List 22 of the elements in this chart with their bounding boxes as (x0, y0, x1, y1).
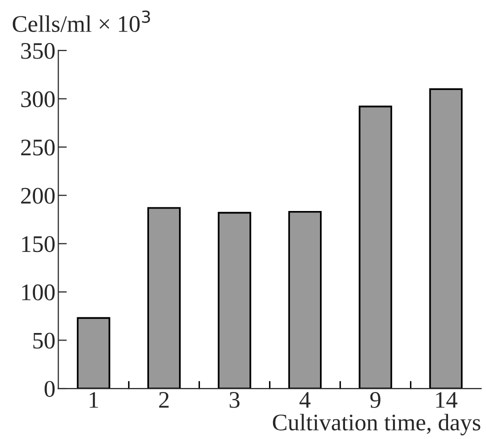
y-tick-label: 350 (21, 42, 55, 59)
bar (218, 212, 252, 389)
x-tick-label: 3 (230, 392, 240, 408)
x-tick-label: 1 (90, 392, 98, 408)
y-tick-label: 150 (22, 236, 55, 252)
x-tick-label: 4 (300, 392, 310, 408)
bar (358, 106, 392, 389)
bar (429, 88, 463, 389)
y-tick-label: 50 (33, 332, 55, 349)
x-tick-label: 14 (436, 392, 458, 408)
y-axis-title: Cells/ml × 10$^{3}$ (12, 10, 150, 32)
bar (147, 207, 181, 389)
bar (76, 317, 110, 389)
x-tick-label: 9 (370, 392, 380, 408)
y-tick-label: 200 (21, 188, 55, 204)
bar (288, 210, 322, 389)
y-tick-label: 0 (44, 381, 55, 397)
x-axis-title: Cultivation time, days (272, 414, 480, 436)
y-tick-label: 250 (21, 140, 55, 156)
x-tick-label: 2 (159, 392, 169, 408)
y-tick-label: 300 (21, 91, 55, 108)
y-tick-label: 100 (22, 284, 55, 300)
